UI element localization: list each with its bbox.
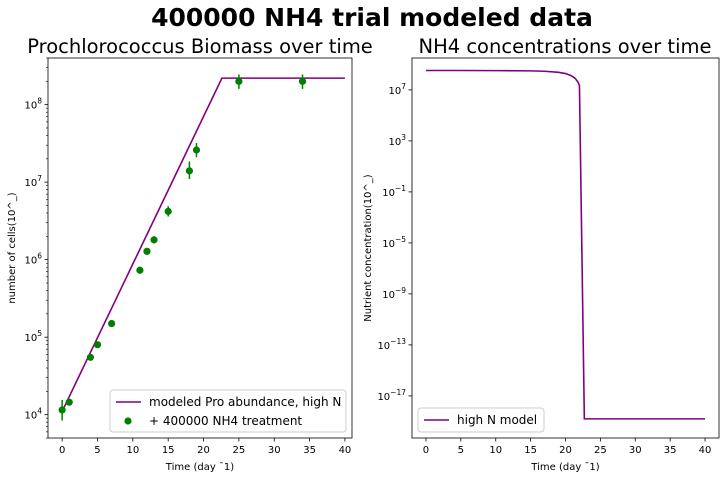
data-point bbox=[58, 406, 66, 414]
data-point bbox=[143, 247, 151, 255]
figure-title: 400000 NH4 trial modeled data bbox=[151, 3, 593, 32]
left-chart-title: Prochlorococcus Biomass over time bbox=[27, 35, 373, 58]
data-point bbox=[136, 266, 144, 274]
legend-marker-swatch bbox=[124, 417, 132, 425]
y-tick-label: 10−5 bbox=[382, 235, 406, 250]
y-tick-label: 105 bbox=[24, 329, 42, 344]
series-line bbox=[425, 69, 706, 420]
x-tick-label: 5 bbox=[94, 445, 100, 456]
y-tick-label: 107 bbox=[388, 82, 406, 97]
legend: high N model bbox=[417, 407, 545, 433]
y-tick-label: 104 bbox=[24, 407, 42, 422]
x-tick-label: 10 bbox=[126, 445, 139, 456]
x-tick-label: 20 bbox=[197, 445, 210, 456]
x-tick-label: 10 bbox=[489, 445, 502, 456]
x-tick-label: 40 bbox=[699, 445, 712, 456]
data-point bbox=[65, 398, 73, 406]
x-tick-label: 25 bbox=[233, 445, 246, 456]
x-tick-label: 25 bbox=[594, 445, 607, 456]
data-point bbox=[86, 353, 95, 361]
y-tick-label: 10−13 bbox=[377, 337, 406, 352]
data-point bbox=[235, 77, 243, 85]
plot-area bbox=[425, 69, 706, 420]
x-tick-label: 0 bbox=[423, 445, 429, 456]
y-tick-label: 10−9 bbox=[382, 286, 406, 301]
x-tick-label: 0 bbox=[59, 445, 65, 456]
legend-label: modeled Pro abundance, high N bbox=[149, 395, 341, 409]
x-tick-label: 35 bbox=[664, 445, 677, 456]
left-chart-axes: 0 5 10 15 20 25 30 35 40 104 105 106 107 108 Time (day… bbox=[7, 57, 353, 473]
y-tick-label: 106 bbox=[24, 252, 42, 267]
x-tick-label: 35 bbox=[303, 445, 316, 456]
legend-label: + 400000 NH4 treatment bbox=[149, 414, 302, 428]
right-chart-axes: 0 5 10 15 20 25 30 35 40 107 103 10−1 10−5 10−9 10−13 1… bbox=[363, 57, 720, 473]
x-tick-label: 15 bbox=[524, 445, 537, 456]
y-tick-label: 108 bbox=[24, 97, 42, 112]
data-point bbox=[298, 77, 307, 85]
axes-frame bbox=[411, 57, 720, 439]
x-tick-label: 40 bbox=[339, 445, 352, 456]
y-axis-label: number of cells(10^_) bbox=[7, 192, 18, 303]
right-chart-title: NH4 concentrations over time bbox=[418, 35, 711, 58]
plot-area bbox=[58, 74, 345, 421]
y-tick-label: 10−17 bbox=[377, 388, 406, 403]
x-axis-label: Time (day ¯1) bbox=[165, 462, 234, 473]
x-axis-label: Time (day ¯1) bbox=[530, 462, 599, 473]
y-axis-label: Nutrient concentration(10^_) bbox=[363, 174, 374, 321]
data-point bbox=[108, 319, 116, 328]
y-tick-label: 10−1 bbox=[382, 184, 406, 199]
axes-frame bbox=[47, 57, 353, 439]
legend-frame bbox=[417, 407, 545, 433]
data-point bbox=[192, 146, 201, 154]
y-tick-label: 103 bbox=[388, 133, 406, 148]
data-point bbox=[93, 341, 102, 349]
data-point bbox=[164, 207, 172, 215]
x-tick-label: 5 bbox=[458, 445, 464, 456]
x-tick-label: 15 bbox=[162, 445, 175, 456]
legend-label: high N model bbox=[457, 413, 537, 427]
data-point bbox=[185, 167, 193, 175]
legend-frame bbox=[109, 389, 347, 433]
x-tick-label: 30 bbox=[629, 445, 642, 456]
x-tick-label: 20 bbox=[559, 445, 572, 456]
x-tick-label: 30 bbox=[268, 445, 281, 456]
y-tick-label: 107 bbox=[24, 174, 42, 189]
data-point bbox=[150, 236, 158, 244]
legend: modeled Pro abundance, high N + 400000 N… bbox=[109, 389, 347, 433]
